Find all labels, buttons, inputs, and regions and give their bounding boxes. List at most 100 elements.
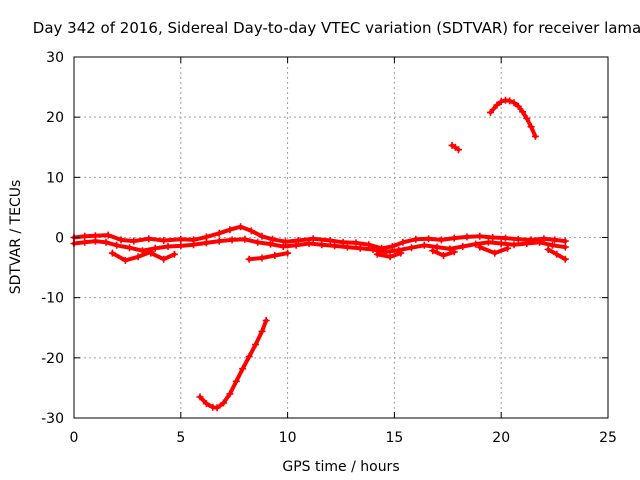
data-point: [318, 241, 326, 249]
data-point: [134, 253, 142, 261]
data-point: [147, 249, 155, 257]
data-point: [202, 400, 210, 408]
plot-series: [70, 96, 569, 412]
data-point: [196, 393, 204, 401]
data-point: [373, 250, 381, 258]
data-point: [420, 241, 428, 249]
data-point: [117, 236, 125, 244]
data-point: [177, 242, 185, 250]
series-arc-low: [196, 317, 270, 412]
data-point: [429, 247, 437, 255]
data-point: [399, 238, 407, 246]
chart-title: Day 342 of 2016, Sidereal Day-to-day VTE…: [33, 19, 640, 37]
data-point: [202, 233, 210, 241]
data-point: [388, 243, 396, 250]
data-point: [369, 246, 377, 253]
data-point: [343, 243, 351, 251]
data-point: [226, 390, 234, 398]
series-dip-7: [544, 246, 569, 263]
series-short-segment: [448, 141, 462, 154]
series-line: [72, 237, 568, 254]
data-point: [463, 233, 471, 241]
data-point: [258, 327, 266, 335]
y-tick-label: 30: [46, 50, 64, 66]
data-point: [339, 238, 347, 246]
data-point: [365, 241, 373, 249]
data-point: [504, 244, 512, 252]
data-point: [446, 245, 454, 253]
y-tick-label: 20: [46, 110, 64, 126]
data-point: [497, 98, 505, 105]
data-point: [258, 254, 266, 262]
data-point: [487, 108, 494, 116]
data-point: [245, 353, 253, 361]
data-point: [126, 244, 133, 252]
data-point: [245, 255, 253, 263]
data-point: [540, 235, 548, 243]
series-dip-5: [429, 247, 458, 259]
data-point: [269, 235, 277, 243]
data-point: [102, 238, 110, 246]
data-point: [549, 241, 556, 249]
data-point: [531, 132, 539, 140]
data-point: [386, 253, 394, 261]
data-point: [113, 241, 121, 249]
data-point: [108, 249, 116, 257]
x-tick-label: 20: [492, 430, 510, 446]
data-point: [544, 246, 552, 253]
data-point: [190, 241, 198, 249]
data-point: [282, 238, 289, 246]
data-point: [294, 237, 302, 244]
data-point: [553, 250, 561, 258]
data-point: [437, 236, 445, 244]
data-point: [397, 249, 405, 257]
data-point: [252, 341, 260, 349]
data-point: [352, 239, 360, 247]
axis-ticks: [73, 56, 609, 419]
series-dip-3: [245, 249, 292, 263]
data-point: [247, 227, 255, 235]
data-point: [202, 239, 210, 247]
data-point: [170, 250, 178, 258]
data-point: [450, 234, 458, 242]
data-point: [164, 243, 172, 250]
y-tick-label: -20: [41, 351, 64, 367]
data-point: [121, 256, 129, 264]
data-point: [331, 242, 339, 250]
data-point: [536, 238, 544, 246]
data-point: [497, 240, 505, 247]
data-point: [145, 235, 153, 243]
data-point: [130, 237, 138, 245]
y-tick-label: -10: [41, 291, 64, 307]
data-point: [232, 377, 240, 385]
x-tick-label: 15: [385, 430, 403, 446]
data-point: [484, 238, 492, 246]
data-point: [455, 146, 462, 154]
data-point: [160, 237, 168, 244]
data-point: [450, 248, 458, 256]
data-point: [514, 235, 522, 243]
data-point: [258, 232, 266, 240]
data-point: [412, 235, 420, 243]
data-point: [226, 226, 234, 234]
data-point: [527, 123, 535, 131]
y-tick-label: 10: [46, 170, 64, 186]
x-tick-label: 5: [176, 430, 185, 446]
data-point: [279, 243, 287, 250]
data-point: [476, 243, 484, 251]
data-point: [254, 238, 262, 246]
y-tick-label: 0: [55, 231, 64, 247]
data-point: [284, 249, 292, 257]
x-tick-label: 25: [599, 430, 617, 446]
series-dip-2: [147, 249, 178, 263]
data-point: [489, 234, 497, 241]
data-point: [476, 232, 484, 240]
data-point: [491, 249, 499, 257]
data-point: [91, 237, 99, 245]
data-point: [104, 231, 112, 239]
axis-tick-labels: 0 5 10 15 20 25 -30 -20 -10 0 10 20 30: [41, 50, 617, 446]
data-point: [292, 241, 300, 249]
x-tick-label: 0: [70, 430, 79, 446]
data-point: [228, 236, 236, 244]
